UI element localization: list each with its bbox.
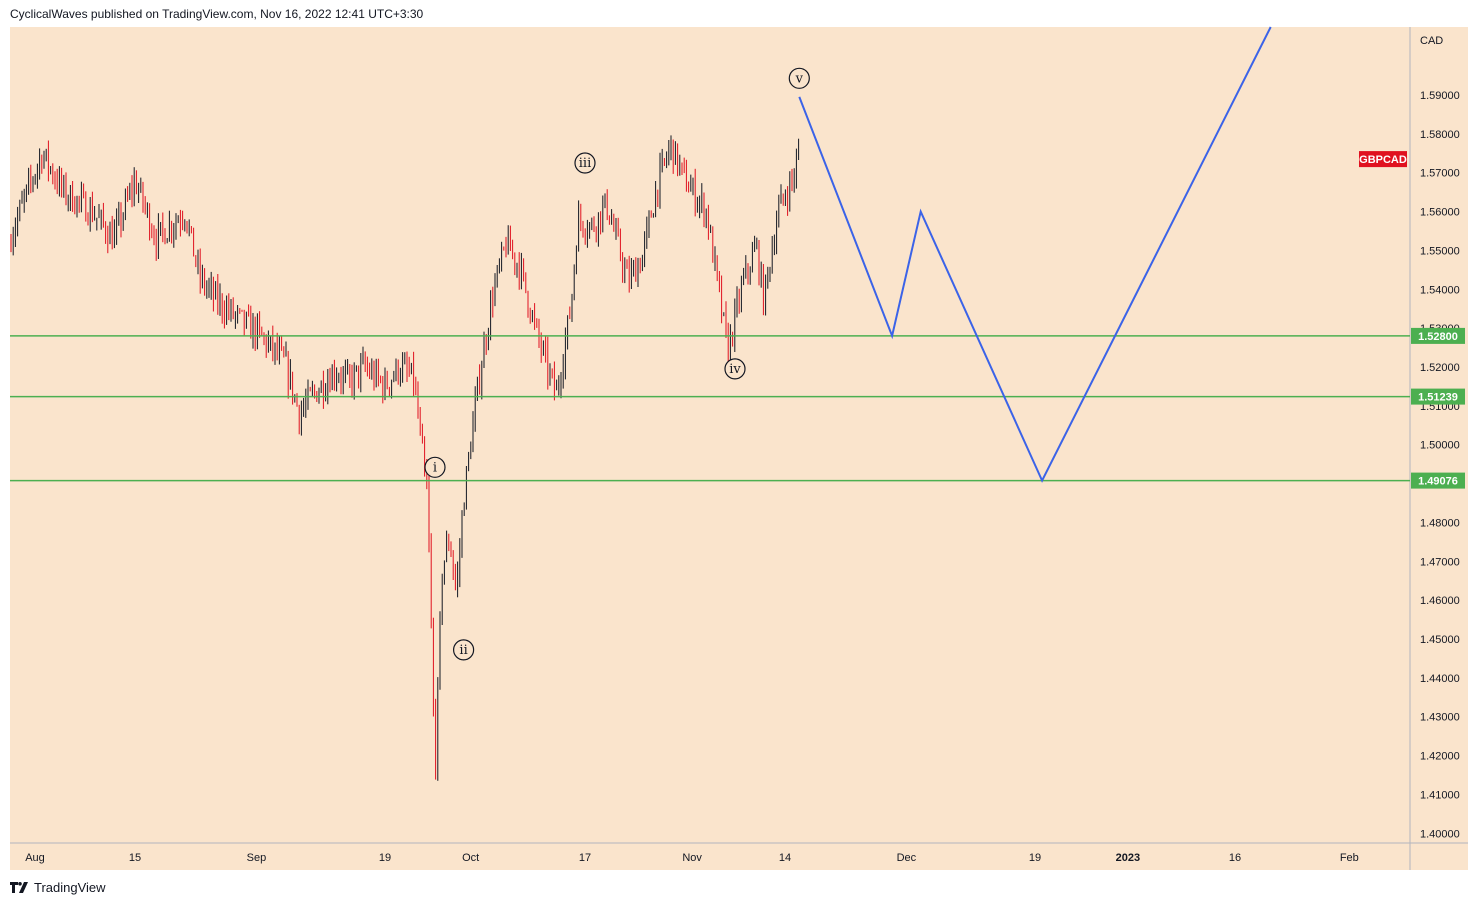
chart-plot-background [10, 27, 1410, 870]
support-price-badge [1411, 327, 1465, 344]
y-tick-label: 1.54000 [1420, 284, 1460, 296]
y-tick-label: 1.45000 [1420, 634, 1460, 646]
x-tick-label: Aug [25, 852, 45, 864]
x-tick-label: 2023 [1116, 852, 1140, 864]
y-tick-label: 1.58000 [1420, 129, 1460, 141]
wave-label-circle [453, 639, 475, 661]
x-tick-label: Nov [682, 852, 702, 864]
y-tick-label: 1.55000 [1420, 245, 1460, 257]
support-price-badge [1411, 388, 1465, 405]
x-tick-label: Sep [247, 852, 267, 864]
support-price-badge [1411, 472, 1465, 489]
tradingview-icon [10, 881, 28, 893]
x-tick-label: Feb [1340, 852, 1359, 864]
x-tick-label: Dec [897, 852, 917, 864]
y-tick-label: 1.48000 [1420, 517, 1460, 529]
x-tick-label: 16 [1229, 852, 1241, 864]
currency-label: CAD [1420, 35, 1443, 47]
support-price-label: 1.52800 [1418, 331, 1458, 343]
tradingview-logo[interactable]: TradingView [10, 880, 106, 895]
y-tick-label: 1.52000 [1420, 362, 1460, 374]
price-axis-background [1410, 27, 1468, 870]
y-tick-label: 1.44000 [1420, 673, 1460, 685]
symbol-badge-label: GBPCAD [1359, 154, 1407, 166]
x-tick-label: 19 [1029, 852, 1041, 864]
y-tick-label: 1.43000 [1420, 712, 1460, 724]
wave-label-circle [574, 152, 596, 174]
wave-projection [798, 26, 1272, 483]
y-tick-label: 1.56000 [1420, 207, 1460, 219]
candlestick-series [10, 135, 800, 781]
wave-label-circle [788, 67, 810, 89]
wave-label-text: v [795, 71, 804, 86]
support-levels [10, 335, 1410, 482]
y-tick-label: 1.47000 [1420, 556, 1460, 568]
wave-label-text: iii [579, 156, 591, 171]
x-tick-label: 14 [779, 852, 791, 864]
wave-label-circle [724, 358, 746, 380]
x-tick-label: 19 [379, 852, 391, 864]
y-tick-label: 1.50000 [1420, 440, 1460, 452]
y-tick-label: 1.57000 [1420, 168, 1460, 180]
support-price-label: 1.51239 [1418, 392, 1458, 404]
support-price-label: 1.49076 [1418, 476, 1458, 488]
wave-label-circle [424, 456, 446, 478]
x-axis-ticks: Aug 15 Sep 19 Oct 17 Nov 14 Dec 19 2023 16 Feb [25, 852, 1359, 864]
publisher-caption: CyclicalWaves published on TradingView.c… [10, 7, 424, 21]
projection-line [798, 26, 1272, 483]
wave-label-text: i [433, 460, 437, 475]
y-tick-label: 1.41000 [1420, 789, 1460, 801]
symbol-badge [1359, 151, 1407, 168]
x-tick-label: Oct [462, 852, 479, 864]
wave-label-text: ii [459, 643, 467, 658]
y-tick-label: 1.42000 [1420, 751, 1460, 763]
wave-label-text: iv [729, 362, 741, 377]
y-tick-label: 1.40000 [1420, 828, 1460, 840]
x-tick-label: 15 [129, 852, 141, 864]
price-badges: 1.52800 1.51239 1.49076 GBPCAD [1359, 151, 1465, 489]
y-tick-label: 1.59000 [1420, 90, 1460, 102]
x-tick-label: 17 [579, 852, 591, 864]
tradingview-brand: TradingView [34, 880, 106, 895]
y-tick-label: 1.46000 [1420, 595, 1460, 607]
